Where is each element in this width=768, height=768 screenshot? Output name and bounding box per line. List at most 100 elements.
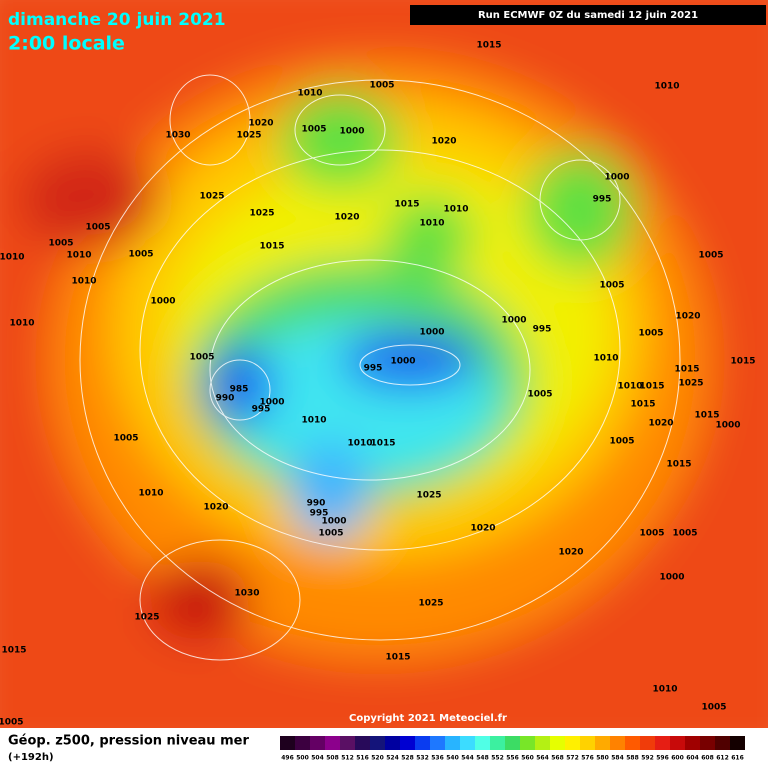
- scale-label: 536: [431, 755, 444, 762]
- pressure-label: 1010: [593, 354, 618, 364]
- scale-label: 528: [401, 755, 414, 762]
- pressure-label: 1020: [431, 137, 456, 147]
- scale-label: 548: [476, 755, 489, 762]
- pressure-label: 1020: [558, 548, 583, 558]
- date: dimanche 20 juin 2021: [8, 10, 226, 30]
- scale-swatch: [715, 736, 730, 750]
- pressure-label: 1025: [236, 131, 261, 141]
- pressure-label: 995: [310, 509, 329, 519]
- scale-label: 576: [581, 755, 594, 762]
- scale-swatch: [670, 736, 685, 750]
- color-scale: 496 500 504 508 512 516 520 524 528 532 536 540 544 5…: [280, 736, 745, 762]
- scale-label: 580: [596, 755, 609, 762]
- pressure-label: 1010: [652, 685, 677, 695]
- pressure-label: 1000: [321, 517, 346, 527]
- pressure-label: 1005: [189, 353, 214, 363]
- legend-title: Géop. z500, pression niveau mer: [8, 734, 249, 749]
- pressure-label: 1005: [113, 434, 138, 444]
- pressure-label: 1025: [418, 599, 443, 609]
- scale-label: 584: [611, 755, 624, 762]
- scale-swatch: [385, 736, 400, 750]
- scale-swatch: [640, 736, 655, 750]
- scale-swatch: [685, 736, 700, 750]
- pressure-label: 1015: [639, 382, 664, 392]
- scale-swatch: [565, 736, 580, 750]
- pressure-label: 1015: [630, 400, 655, 410]
- pressure-label: 1000: [419, 328, 444, 338]
- pressure-label: 1005: [527, 390, 552, 400]
- pressure-label: 1010: [297, 89, 322, 99]
- scale-label: 508: [326, 755, 339, 762]
- pressure-label: 1010: [71, 277, 96, 287]
- pressure-label: 1005: [0, 718, 24, 728]
- pressure-label: 1005: [48, 239, 73, 249]
- pressure-label: 995: [533, 325, 552, 335]
- scale-label: 564: [536, 755, 549, 762]
- scale-swatch: [655, 736, 670, 750]
- scale-label: 532: [416, 755, 429, 762]
- scale-swatch: [430, 736, 445, 750]
- pressure-label: 1010: [419, 219, 444, 229]
- scale-label: 596: [656, 755, 669, 762]
- pressure-label: 995: [593, 195, 612, 205]
- pressure-label: 1010: [301, 416, 326, 426]
- scale-label: 504: [311, 755, 324, 762]
- pressure-label: 1005: [609, 437, 634, 447]
- pressure-label: 1005: [318, 529, 343, 539]
- scale-label: 604: [686, 755, 699, 762]
- run-text: Run ECMWF 0Z du samedi 12 juin 2021: [478, 10, 698, 21]
- pressure-label: 985: [230, 385, 249, 395]
- run-box: [410, 5, 766, 25]
- pressure-label: 1015: [259, 242, 284, 252]
- pressure-label: 1010: [0, 253, 25, 263]
- scale-swatch: [445, 736, 460, 750]
- pressure-label: 1000: [715, 421, 740, 431]
- scale-label: 552: [491, 755, 504, 762]
- legend-lead: (+192h): [8, 752, 54, 763]
- scale-label: 592: [641, 755, 654, 762]
- scale-label: 568: [551, 755, 564, 762]
- pressure-label: 1025: [249, 209, 274, 219]
- scale-swatch: [730, 736, 745, 750]
- pressure-label: 1015: [385, 653, 410, 663]
- pressure-label: 1020: [675, 312, 700, 322]
- pressure-label: 995: [252, 405, 271, 415]
- copyright: Copyright 2021 Meteociel.fr: [349, 713, 507, 724]
- pressure-label: 1020: [648, 419, 673, 429]
- pressure-label: 1015: [370, 439, 395, 449]
- pressure-label: 1025: [416, 491, 441, 501]
- pressure-label: 1030: [165, 131, 190, 141]
- scale-swatch: [580, 736, 595, 750]
- scale-label: 516: [356, 755, 369, 762]
- pressure-label: 1010: [9, 319, 34, 329]
- scale-label: 588: [626, 755, 639, 762]
- pressure-label: 1000: [659, 573, 684, 583]
- pressure-label: 990: [216, 394, 235, 404]
- scale-swatch: [355, 736, 370, 750]
- scale-swatch: [340, 736, 355, 750]
- scale-swatch: [415, 736, 430, 750]
- pressure-label: 1025: [678, 379, 703, 389]
- time: 2:00 locale: [8, 33, 125, 55]
- pressure-label: 1015: [476, 41, 501, 51]
- pressure-label: 1030: [234, 589, 259, 599]
- pressure-label: 1010: [347, 439, 372, 449]
- pressure-label: 1005: [638, 329, 663, 339]
- scale-label: 496: [281, 755, 294, 762]
- pressure-label: 1010: [617, 382, 642, 392]
- pressure-label: 1015: [694, 411, 719, 421]
- pressure-label: 1025: [199, 192, 224, 202]
- scale-label: 616: [731, 755, 744, 762]
- pressure-label: 1000: [339, 127, 364, 137]
- pressure-label: 1005: [672, 529, 697, 539]
- pressure-label: 1010: [66, 251, 91, 261]
- pressure-label: 1020: [203, 503, 228, 513]
- pressure-label: 1005: [369, 81, 394, 91]
- pressure-label: 1000: [390, 357, 415, 367]
- pressure-label: 1015: [394, 200, 419, 210]
- pressure-label: 1005: [701, 703, 726, 713]
- pressure-label: 1015: [674, 365, 699, 375]
